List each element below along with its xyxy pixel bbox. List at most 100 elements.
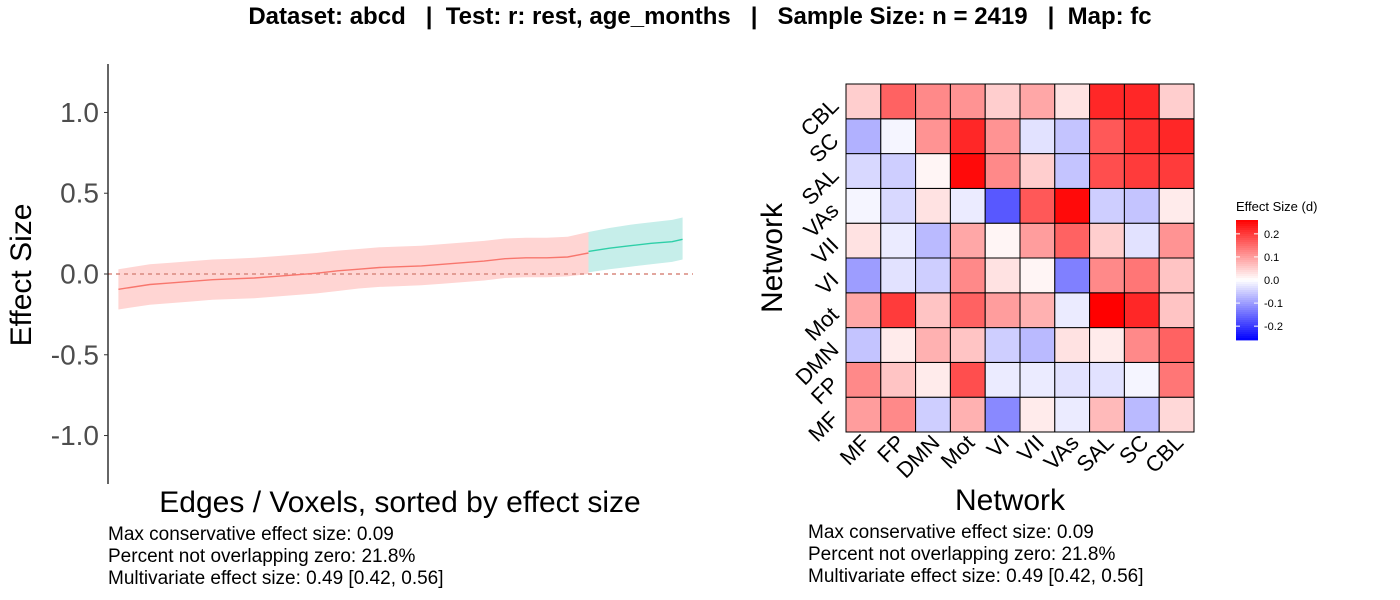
heatmap-cell [1158, 257, 1195, 294]
heatmap-cell [949, 118, 986, 155]
y-axis-title: Effect Size [5, 204, 38, 347]
y-tick-label: -0.5 [51, 339, 99, 370]
heatmap-cell [1019, 292, 1056, 329]
legend-gradient-step [1236, 336, 1258, 339]
stats-right-line: Percent not overlapping zero: 21.8% [808, 544, 1116, 565]
legend-gradient-step [1236, 226, 1258, 229]
heatmap-cell [1123, 292, 1160, 329]
heatmap-cell [845, 361, 882, 398]
heatmap-cell [845, 396, 882, 433]
heatmap-cell [1019, 187, 1056, 224]
heatmap-cell [1054, 153, 1091, 189]
heatmap-cell [984, 327, 1021, 363]
heatmap-cell [984, 153, 1021, 189]
confidence-band-0 [118, 232, 589, 310]
y-tick-label: 1.0 [60, 97, 99, 128]
legend-gradient-step [1236, 318, 1258, 321]
legend-gradient-step [1236, 236, 1258, 239]
legend-gradient-step [1236, 330, 1258, 333]
legend-gradient-step [1236, 300, 1258, 303]
stats-left: Max conservative effect size: 0.09 Perce… [108, 524, 444, 590]
heatmap-cell [1019, 83, 1056, 120]
heatmap-cell [949, 327, 986, 363]
legend-gradient-step [1236, 322, 1258, 325]
legend-gradient-step [1236, 260, 1258, 263]
heatmap-cell [1123, 153, 1160, 189]
heatmap-cell [880, 153, 917, 189]
heatmap-cell [1054, 361, 1091, 398]
heatmap-cell [1158, 222, 1195, 259]
heatmap-cell [915, 222, 951, 259]
heatmap-cell [1158, 153, 1195, 189]
legend-gradient-step [1236, 328, 1258, 331]
heatmap-cell [1054, 83, 1091, 120]
heatmap-y-tick-label: Mot [800, 302, 844, 346]
heatmap-cell [1158, 118, 1195, 155]
heatmap-cell [1123, 361, 1160, 398]
heatmap-cell [1054, 257, 1091, 294]
legend-gradient-step [1236, 264, 1258, 267]
legend-gradient-step [1236, 242, 1258, 245]
legend-gradient-step [1236, 278, 1258, 281]
heatmap-cell [984, 292, 1021, 329]
heatmap-cell [1054, 222, 1091, 259]
effect-size-line-1 [588, 238, 683, 253]
legend-tick-label: 0.0 [1264, 275, 1279, 287]
heatmap-cell [1089, 153, 1125, 189]
heatmap-cell [880, 257, 917, 294]
legend-gradient-step [1236, 262, 1258, 265]
legend-gradient-step [1236, 240, 1258, 243]
heatmap-cell [1054, 396, 1091, 433]
heatmap-cell [984, 361, 1021, 398]
heatmap-cell [1123, 118, 1160, 155]
legend-gradient-step [1236, 244, 1258, 247]
heatmap-cell [1054, 118, 1091, 155]
heatmap-cell [1089, 257, 1125, 294]
legend-gradient-step [1236, 294, 1258, 297]
heatmap-cell [1089, 292, 1125, 329]
stats-right: Max conservative effect size: 0.09 Perce… [808, 522, 1144, 588]
heatmap-cell [1158, 83, 1195, 120]
heatmap-cell [1054, 187, 1091, 224]
heatmap-cell [845, 327, 882, 363]
legend-gradient-step [1236, 316, 1258, 319]
heatmap-cell [880, 292, 917, 329]
legend-gradient-step [1236, 266, 1258, 269]
stats-left-line: Max conservative effect size: 0.09 [108, 524, 394, 545]
heatmap-cell [949, 257, 986, 294]
heatmap-x-tick-label: CBL [1140, 430, 1188, 478]
stats-left-line: Percent not overlapping zero: 21.8% [108, 546, 416, 567]
legend-gradient-step [1236, 268, 1258, 271]
legend-gradient-step [1236, 306, 1258, 309]
heatmap-cell [845, 222, 882, 259]
legend-gradient-step [1236, 312, 1258, 315]
legend-gradient-step [1236, 332, 1258, 335]
legend-gradient-step [1236, 246, 1258, 249]
heatmap-x-tick-label: SAL [1071, 430, 1118, 477]
heatmap-y-tick-label: SAL [796, 163, 843, 210]
legend-gradient-step [1236, 258, 1258, 261]
heatmap-cell [984, 257, 1021, 294]
legend-gradient-step [1236, 238, 1258, 241]
legend-gradient-step [1236, 302, 1258, 305]
legend-gradient-step [1236, 220, 1258, 223]
heatmap-cell [1089, 396, 1125, 433]
heatmap-cell [915, 361, 951, 398]
heatmap-cell [1158, 292, 1195, 329]
heatmap-cell [915, 396, 951, 433]
legend-gradient-step [1236, 296, 1258, 299]
legend-tick-label: 0.2 [1264, 229, 1279, 241]
x-axis-title: Edges / Voxels, sorted by effect size [159, 486, 640, 519]
heatmap-cell [984, 222, 1021, 259]
legend-gradient-step [1236, 338, 1258, 341]
legend-gradient-step [1236, 232, 1258, 235]
heatmap-cell [915, 292, 951, 329]
legend-gradient-step [1236, 250, 1258, 253]
heatmap-y-tick-label: MF [803, 406, 843, 446]
heatmap-cell [845, 292, 882, 329]
heatmap-cell [1158, 187, 1195, 224]
legend-gradient-step [1236, 310, 1258, 313]
heatmap-cell [984, 187, 1021, 224]
heatmap-y-axis-title: Network [756, 202, 789, 313]
